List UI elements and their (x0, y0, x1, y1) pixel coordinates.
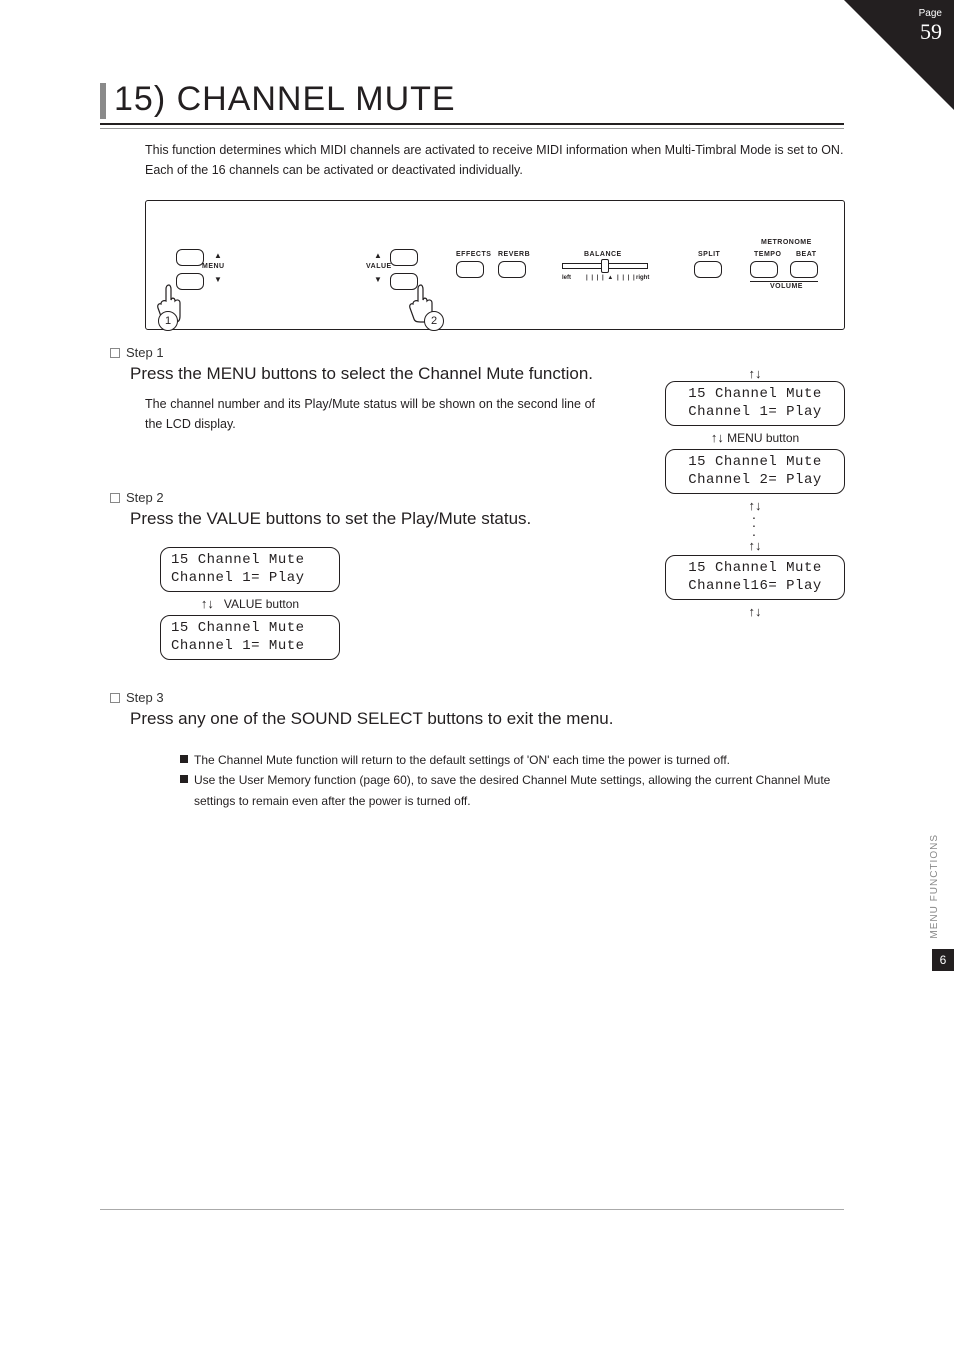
step-2-header: Step 2 (110, 490, 531, 505)
step-1-body: The channel number and its Play/Mute sta… (145, 394, 595, 434)
page-title: 15) CHANNEL MUTE (114, 80, 456, 119)
callout-2: 2 (424, 311, 444, 331)
page-label: Page (844, 8, 942, 19)
square-bullet-icon (180, 775, 188, 783)
square-bullet-icon (180, 755, 188, 763)
balance-label: BALANCE (584, 251, 622, 258)
step-3-header: Step 3 (110, 690, 614, 705)
note-1: The Channel Mute function will return to… (180, 750, 845, 770)
reverb-label: REVERB (498, 251, 530, 258)
step-2-hdr-text: Step 2 (126, 490, 164, 505)
up-down-arrows-icon: ↑↓ (655, 538, 855, 553)
lcd-line: 15 Channel Mute (688, 386, 822, 402)
beat-label: BEAT (796, 251, 817, 258)
split-label: SPLIT (698, 251, 720, 258)
vertical-ellipsis-icon: ··· (655, 513, 855, 538)
note-1-text: The Channel Mute function will return to… (194, 753, 730, 767)
notes-block: The Channel Mute function will return to… (180, 750, 845, 811)
step-3: Step 3 Press any one of the SOUND SELECT… (110, 690, 614, 729)
control-panel-diagram: ▲ MENU ▼ 1 ▲ VALUE ▼ 2 EFFECTS REVERB BA… (145, 200, 845, 330)
step-1-instruction: Press the MENU buttons to select the Cha… (130, 364, 595, 384)
lcd-line: Channel 1= Play (171, 570, 305, 586)
up-down-arrows-icon: ↑↓ (655, 366, 855, 381)
value-button-label: ↑↓ VALUE button (160, 596, 340, 611)
lcd-line: 15 Channel Mute (688, 454, 822, 470)
page-title-row: 15) CHANNEL MUTE (100, 80, 844, 125)
tempo-button (750, 261, 778, 278)
title-accent (100, 83, 106, 119)
volume-rule (750, 281, 818, 282)
up-down-arrows-icon: ↑↓ (711, 430, 724, 445)
effects-button (456, 261, 484, 278)
lcd-display: 15 Channel Mute Channel 1= Mute (160, 615, 340, 660)
step-1-hdr-text: Step 1 (126, 345, 164, 360)
lcd-display: 15 Channel Mute Channel 1= Play (665, 381, 845, 426)
lcd-display: 15 Channel Mute Channel16= Play (665, 555, 845, 600)
tempo-label: TEMPO (754, 251, 781, 258)
triangle-down-icon: ▼ (214, 275, 222, 284)
lcd-line: Channel 1= Play (688, 404, 822, 420)
value-up-button (390, 249, 418, 266)
effects-label: EFFECTS (456, 251, 491, 258)
lcd-line: 15 Channel Mute (688, 560, 822, 576)
step-3-hdr-text: Step 3 (126, 690, 164, 705)
section-side-tab: MENU FUNCTIONS 6 (914, 830, 954, 971)
step-2: Step 2 Press the VALUE buttons to set th… (110, 490, 531, 660)
triangle-up-icon: ▲ (374, 251, 382, 260)
lcd-sequence-column: ↑↓ 15 Channel Mute Channel 1= Play ↑↓ ME… (655, 366, 855, 619)
footer-rule (100, 1209, 844, 1210)
lcd-line: Channel 2= Play (688, 472, 822, 488)
volume-label: VOLUME (770, 283, 803, 290)
lcd-line: 15 Channel Mute (171, 552, 305, 568)
intro-text: This function determines which MIDI chan… (145, 140, 845, 180)
lcd-line: Channel 1= Mute (171, 638, 305, 654)
reverb-button (498, 261, 526, 278)
lcd-display: 15 Channel Mute Channel 1= Play (160, 547, 340, 592)
menu-button-text: MENU button (727, 431, 799, 445)
lcd-line: Channel16= Play (688, 578, 822, 594)
beat-button (790, 261, 818, 278)
menu-up-button (176, 249, 204, 266)
up-down-arrows-icon: ↑↓ (201, 596, 214, 611)
step-1-header: Step 1 (110, 345, 595, 360)
lcd-line: 15 Channel Mute (171, 620, 305, 636)
section-label: MENU FUNCTIONS (929, 830, 940, 943)
metronome-label: METRONOME (761, 239, 812, 246)
page-corner: Page 59 (844, 0, 954, 110)
menu-label: MENU (202, 263, 225, 270)
note-2-text: Use the User Memory function (page 60), … (194, 773, 830, 807)
page-number: 59 (844, 19, 942, 45)
note-2: Use the User Memory function (page 60), … (194, 770, 845, 811)
lcd-display: 15 Channel Mute Channel 2= Play (665, 449, 845, 494)
value-button-text: VALUE button (224, 597, 299, 611)
balance-knob (601, 259, 609, 273)
balance-right-label: right (636, 275, 649, 281)
step-1: Step 1 Press the MENU buttons to select … (110, 345, 595, 434)
step-2-instruction: Press the VALUE buttons to set the Play/… (130, 509, 531, 529)
value-label: VALUE (366, 263, 392, 270)
callout-1: 1 (158, 311, 178, 331)
menu-button-label: ↑↓ MENU button (655, 430, 855, 445)
chapter-number: 6 (932, 949, 954, 971)
step-3-instruction: Press any one of the SOUND SELECT button… (130, 709, 614, 729)
triangle-up-icon: ▲ (214, 251, 222, 260)
triangle-down-icon: ▼ (374, 275, 382, 284)
up-down-arrows-icon: ↑↓ (655, 604, 855, 619)
balance-left-label: left (562, 275, 571, 281)
split-button (694, 261, 722, 278)
balance-ticks: | | | | ▲ | | | | (586, 275, 636, 281)
